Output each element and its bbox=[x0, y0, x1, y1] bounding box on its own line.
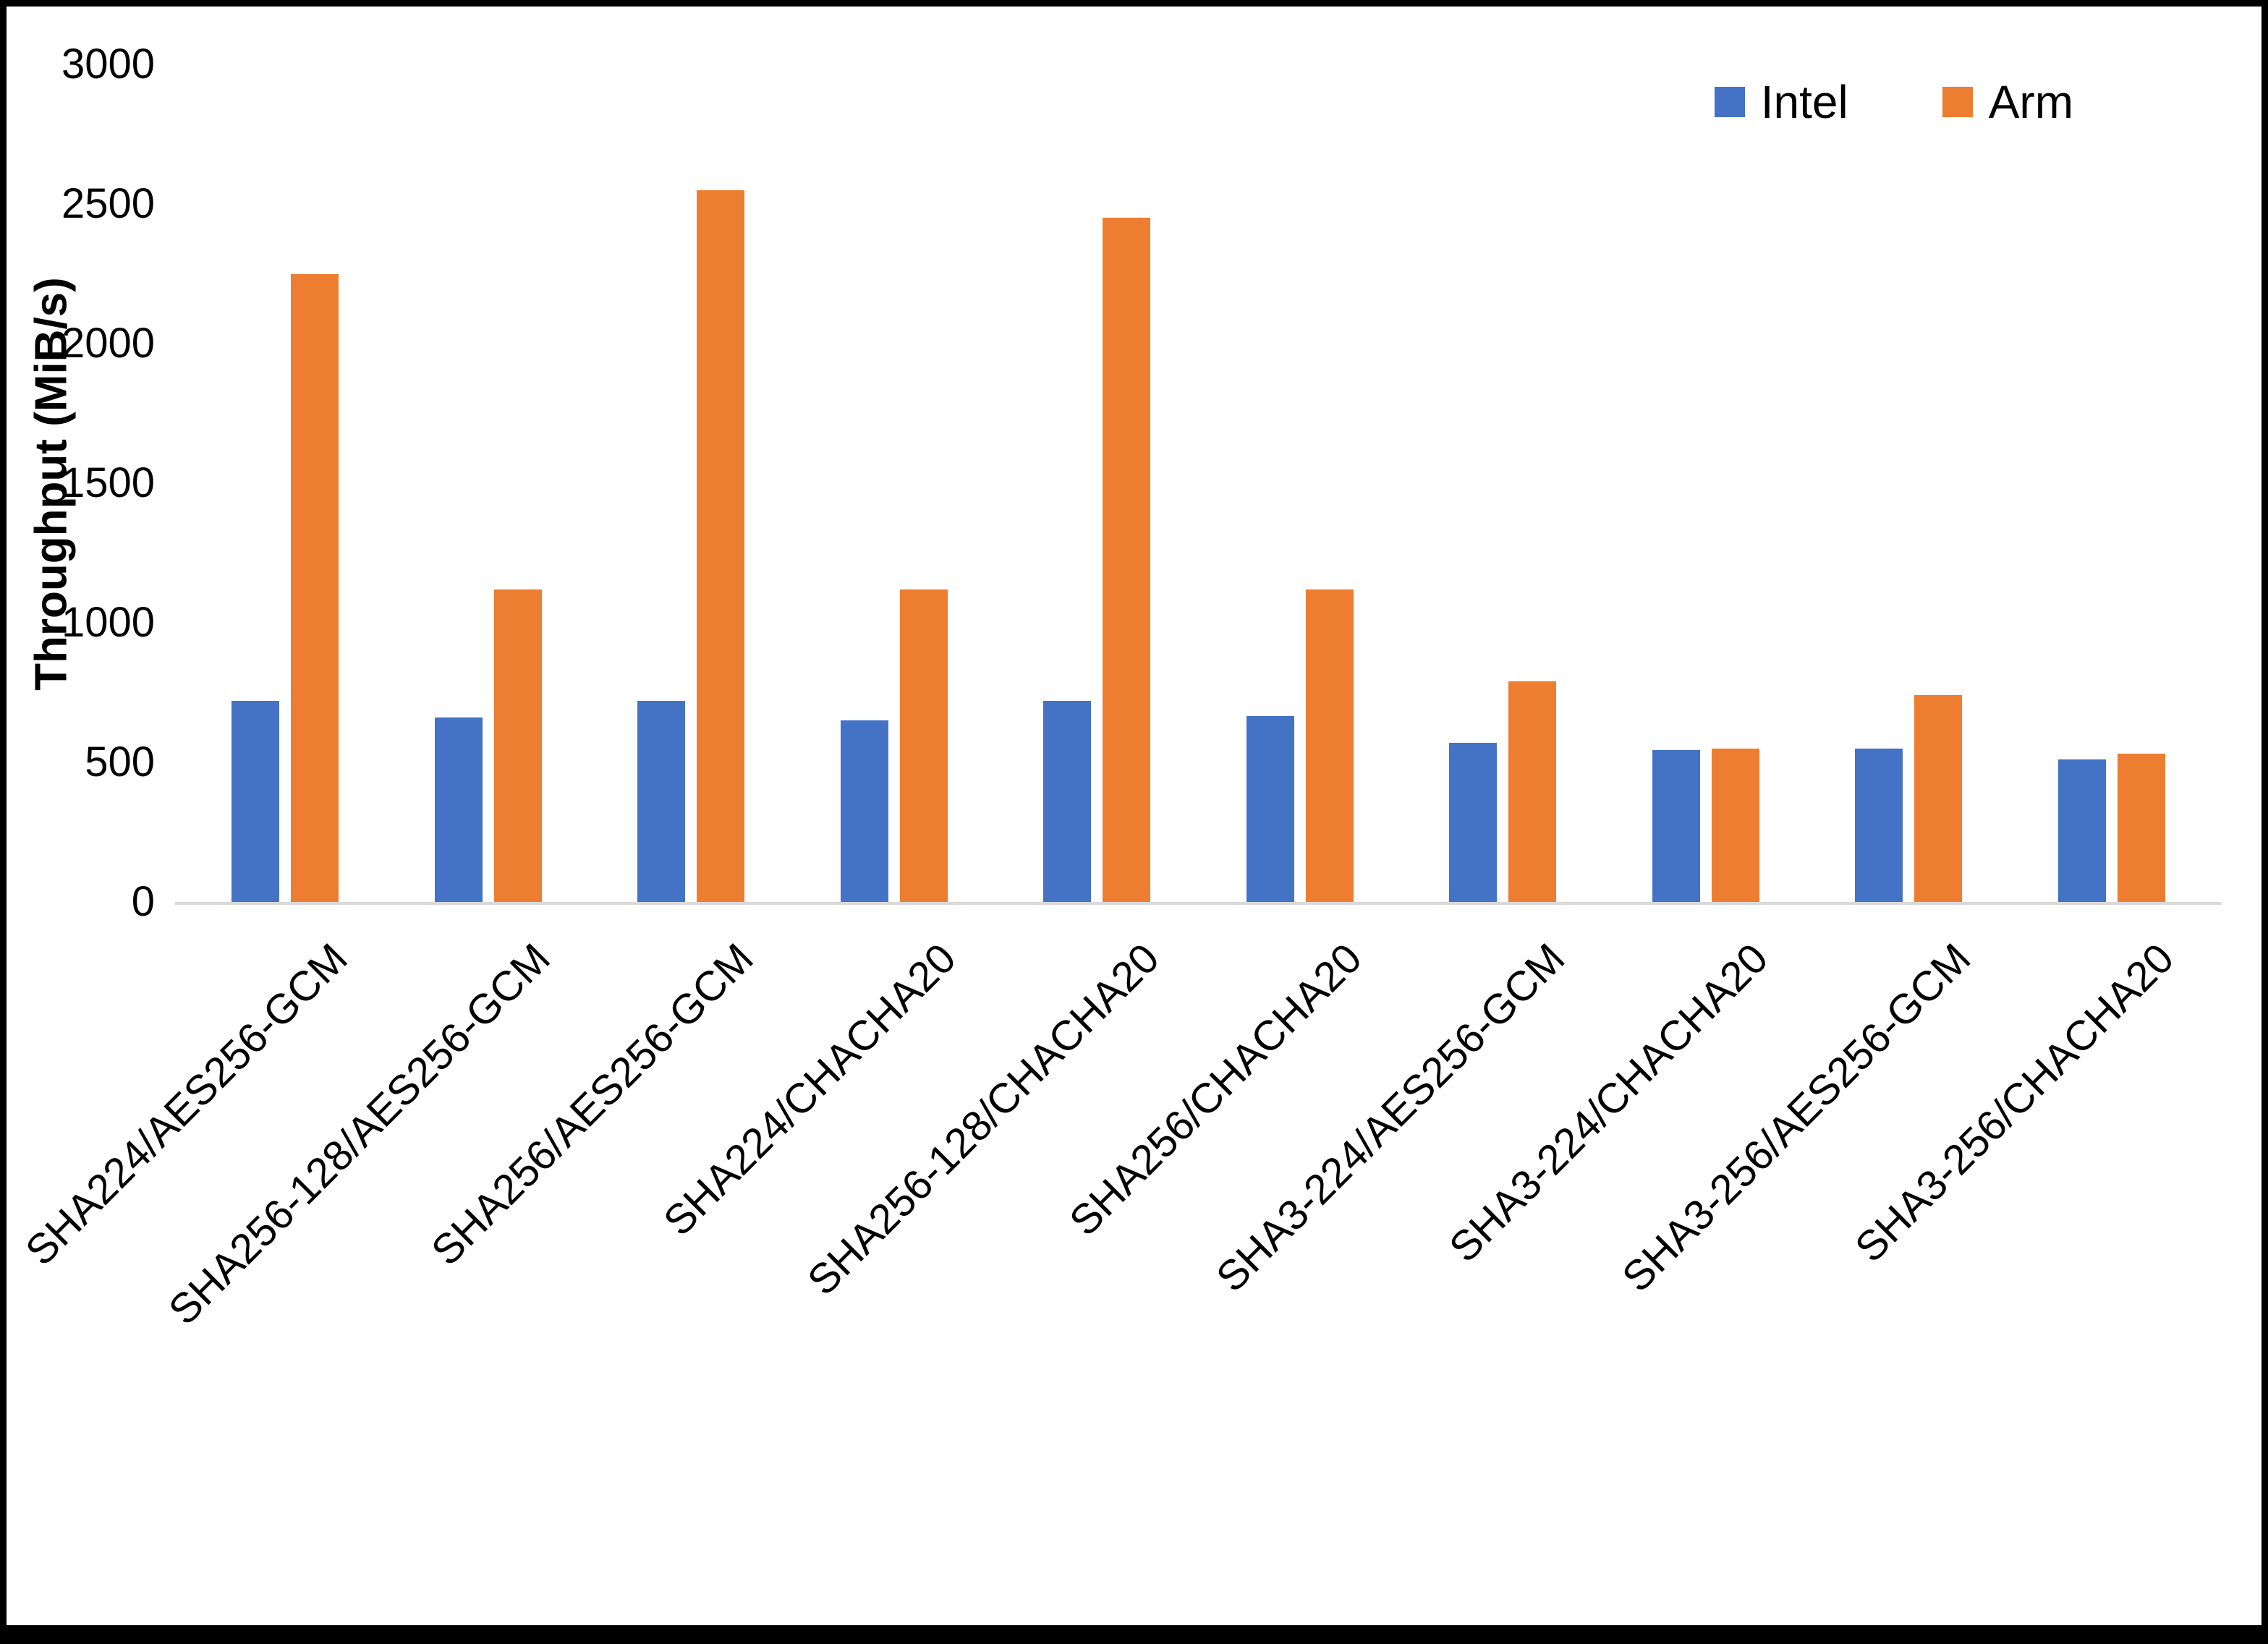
x-axis-category-label: SHA256-128/CHACHA20 bbox=[798, 934, 1168, 1305]
bar-arm bbox=[1305, 589, 1354, 902]
y-axis-tick-label: 1000 bbox=[61, 599, 155, 646]
bar-arm bbox=[1711, 748, 1759, 902]
bar-intel bbox=[1246, 716, 1294, 902]
x-axis-category-label: SHA3-224/AES256-GCM bbox=[1207, 934, 1574, 1301]
y-axis-tick-label: 500 bbox=[85, 738, 155, 785]
bar-intel bbox=[637, 701, 686, 902]
y-axis-tick-label: 2500 bbox=[61, 180, 155, 227]
x-axis-category-label: SHA256-128/AES256-GCM bbox=[159, 934, 559, 1334]
y-axis-tick-label: 0 bbox=[131, 878, 155, 925]
bar-intel bbox=[1855, 748, 1903, 902]
bar-intel bbox=[434, 717, 483, 902]
bar-arm bbox=[1508, 681, 1557, 902]
intel-series-swatch-icon bbox=[1714, 87, 1745, 117]
legend-label-arm: Arm bbox=[1988, 76, 2073, 128]
x-axis-category-label: SHA3-256/AES256-GCM bbox=[1613, 934, 1980, 1301]
bar-arm bbox=[2117, 754, 2165, 902]
legend-item-intel: Intel bbox=[1714, 76, 1848, 128]
bar-intel bbox=[232, 701, 280, 902]
plot-area: 0 500 1000 1500 2000 2500 3000 SHA224/AES256-GC… bbox=[7, 7, 2261, 1625]
bar-arm bbox=[899, 589, 948, 902]
y-axis-tick-label: 2000 bbox=[61, 320, 155, 367]
bar-arm bbox=[291, 273, 339, 902]
bar-arm bbox=[1914, 695, 1963, 902]
y-axis-tick-label: 3000 bbox=[61, 41, 155, 88]
bar-intel bbox=[1043, 701, 1092, 902]
bar-arm bbox=[1103, 218, 1151, 902]
bar-intel bbox=[1449, 742, 1498, 902]
arm-series-swatch-icon bbox=[1942, 87, 1973, 117]
legend-label-intel: Intel bbox=[1760, 76, 1848, 128]
bar-arm bbox=[493, 589, 542, 902]
bar-intel bbox=[840, 720, 888, 902]
y-axis-tick-label: 1500 bbox=[61, 459, 155, 506]
bar-arm bbox=[697, 189, 745, 902]
bar-intel bbox=[1652, 749, 1700, 902]
x-axis-line bbox=[175, 902, 2222, 905]
legend-item-arm: Arm bbox=[1942, 79, 2073, 125]
bar-intel bbox=[2057, 759, 2106, 902]
legend: Intel Arm bbox=[1714, 76, 2073, 128]
